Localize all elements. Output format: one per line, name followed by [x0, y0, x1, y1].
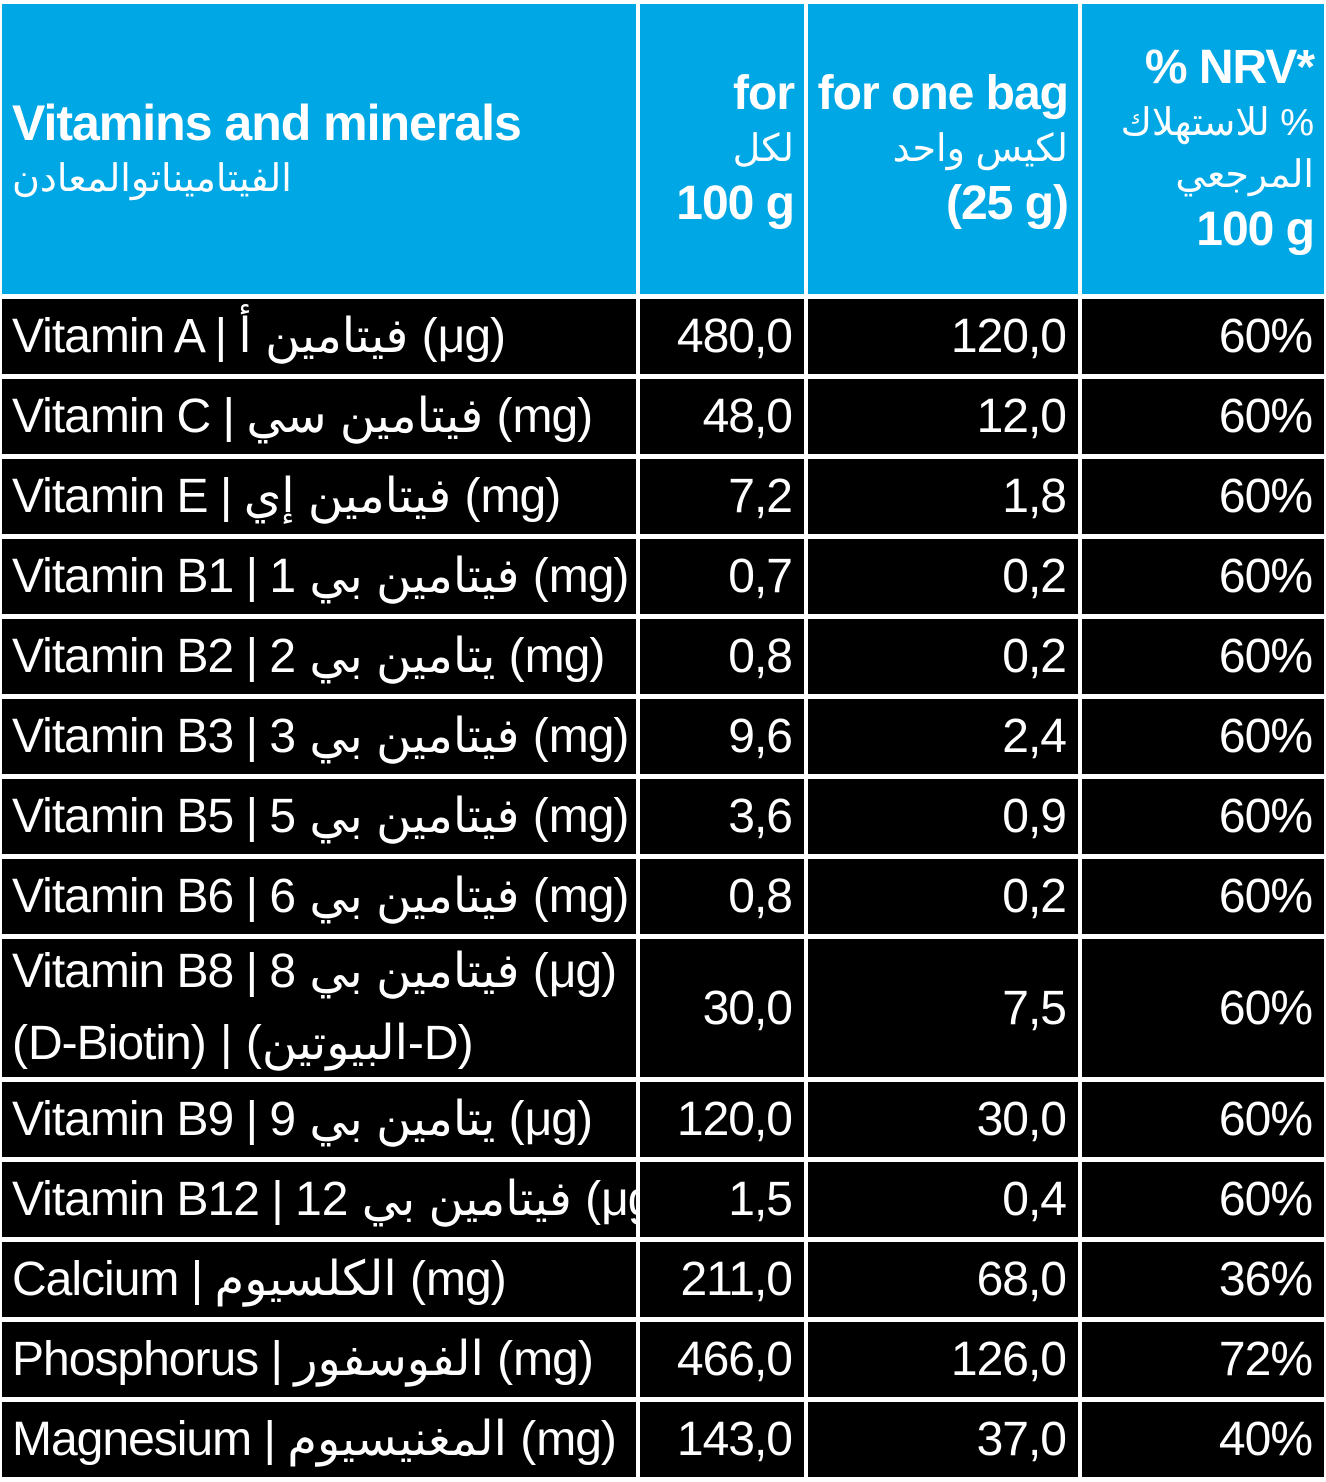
nutrient-value-per100: 466,0 [640, 1322, 804, 1397]
nutrient-value-per100: 143,0 [640, 1402, 804, 1477]
nutrient-value-nrv: 72% [1082, 1322, 1324, 1397]
table-title-arabic: الفيتاميناتوالمعادن [12, 158, 292, 200]
nutrient-value-bag: 0,2 [808, 539, 1078, 614]
nutrient-name: Vitamin E | فيتامين إي (mg) [2, 459, 636, 534]
nutrient-name: Vitamin B12 | فيتامين بي 12 (μg) [2, 1162, 636, 1237]
header-title-cell: Vitamins and minerals الفيتاميناتوالمعاد… [2, 4, 636, 294]
nutrient-name: Vitamin B8 | فيتامين بي 8 (μg) (D-Biotin… [2, 939, 636, 1077]
nutrient-name: Vitamin B5 | فيتامين بي 5 (mg) [2, 779, 636, 854]
nutrient-value-bag: 120,0 [808, 299, 1078, 374]
nutrient-value-per100: 0,8 [640, 619, 804, 694]
nutrition-table: Vitamins and minerals الفيتاميناتوالمعاد… [2, 4, 1324, 1477]
nutrient-value-nrv: 60% [1082, 459, 1324, 534]
nutrient-name: Phosphorus | الفوسفور (mg) [2, 1322, 636, 1397]
nutrient-value-nrv: 60% [1082, 539, 1324, 614]
nutrient-name: Vitamin B3 | فيتامين بي 3 (mg) [2, 699, 636, 774]
nutrient-value-nrv: 60% [1082, 379, 1324, 454]
nutrient-name: Calcium | الكلسيوم (mg) [2, 1242, 636, 1317]
nutrient-value-bag: 126,0 [808, 1322, 1078, 1397]
table-title: Vitamins and minerals [12, 95, 522, 151]
nutrient-value-bag: 37,0 [808, 1402, 1078, 1477]
nutrient-value-bag: 7,5 [808, 939, 1078, 1077]
nutrient-value-nrv: 60% [1082, 779, 1324, 854]
nutrient-value-per100: 48,0 [640, 379, 804, 454]
nutrient-name: Vitamin B6 | فيتامين بي 6 (mg) [2, 859, 636, 934]
nutrient-value-nrv: 60% [1082, 619, 1324, 694]
nutrient-name: Vitamin A | فيتامين أ (μg) [2, 299, 636, 374]
nutrient-name: Magnesium | المغنيسيوم (mg) [2, 1402, 636, 1477]
nutrient-value-bag: 0,2 [808, 859, 1078, 934]
nutrient-value-bag: 1,8 [808, 459, 1078, 534]
nutrient-value-per100: 1,5 [640, 1162, 804, 1237]
nutrient-value-bag: 12,0 [808, 379, 1078, 454]
nutrient-value-nrv: 60% [1082, 1082, 1324, 1157]
nutrient-value-bag: 68,0 [808, 1242, 1078, 1317]
nutrient-value-nrv: 60% [1082, 699, 1324, 774]
nutrient-name: Vitamin B9 | يتامين بي 9 (μg) [2, 1082, 636, 1157]
nutrient-name: Vitamin B2 | يتامين بي 2 (mg) [2, 619, 636, 694]
nutrient-value-bag: 0,4 [808, 1162, 1078, 1237]
header-per-bag: for one bag لكيس واحد (25 g) [808, 4, 1078, 294]
nutrient-value-nrv: 36% [1082, 1242, 1324, 1317]
nutrient-value-bag: 2,4 [808, 699, 1078, 774]
nutrient-value-nrv: 60% [1082, 1162, 1324, 1237]
nutrient-value-per100: 9,6 [640, 699, 804, 774]
nutrient-value-nrv: 60% [1082, 859, 1324, 934]
nutrient-value-per100: 7,2 [640, 459, 804, 534]
nutrient-value-per100: 30,0 [640, 939, 804, 1077]
nutrient-name: Vitamin B1 | فيتامين بي 1 (mg) [2, 539, 636, 614]
nutrient-name: Vitamin C | فيتامين سي (mg) [2, 379, 636, 454]
nutrient-value-nrv: 40% [1082, 1402, 1324, 1477]
header-nrv: % NRV* % للاستهلاك المرجعي 100 g [1082, 4, 1324, 294]
nutrient-value-per100: 0,8 [640, 859, 804, 934]
nutrient-value-per100: 3,6 [640, 779, 804, 854]
nutrient-value-nrv: 60% [1082, 299, 1324, 374]
nutrient-value-bag: 30,0 [808, 1082, 1078, 1157]
nutrient-value-nrv: 60% [1082, 939, 1324, 1077]
nutrient-value-per100: 120,0 [640, 1082, 804, 1157]
nutrient-value-per100: 0,7 [640, 539, 804, 614]
header-per-100g: for لكل 100 g [640, 4, 804, 294]
nutrient-value-per100: 211,0 [640, 1242, 804, 1317]
nutrient-value-per100: 480,0 [640, 299, 804, 374]
nutrient-value-bag: 0,2 [808, 619, 1078, 694]
nutrient-value-bag: 0,9 [808, 779, 1078, 854]
